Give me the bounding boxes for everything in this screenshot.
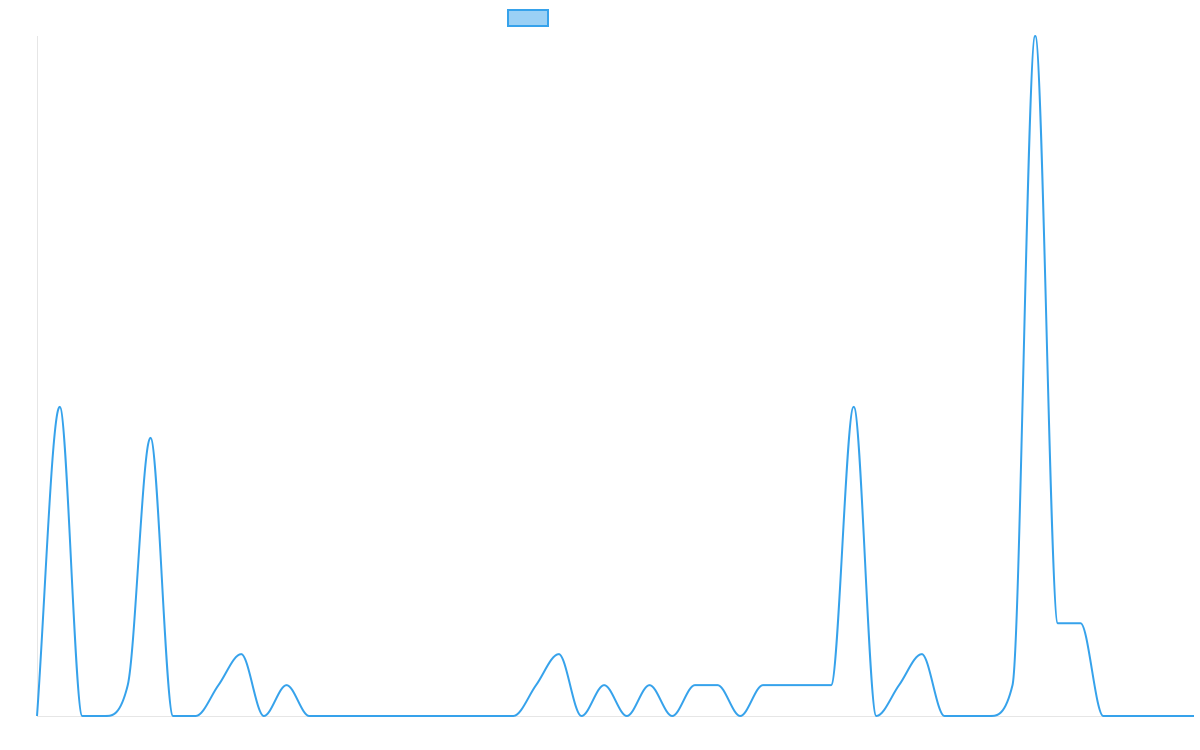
chart-axes <box>37 36 1194 717</box>
data-point-20[interactable] <box>488 713 494 719</box>
data-point-27[interactable] <box>647 682 653 688</box>
data-point-7[interactable] <box>193 713 199 719</box>
data-point-35[interactable] <box>828 682 834 688</box>
data-point-5[interactable] <box>147 435 153 441</box>
data-point-2[interactable] <box>79 713 85 719</box>
data-point-33[interactable] <box>783 682 789 688</box>
data-point-6[interactable] <box>170 713 176 719</box>
data-point-10[interactable] <box>261 713 267 719</box>
data-point-34[interactable] <box>805 682 811 688</box>
data-point-19[interactable] <box>465 713 471 719</box>
data-point-32[interactable] <box>760 682 766 688</box>
legend-swatch[interactable] <box>507 9 549 27</box>
series-line-0 <box>36 35 1194 717</box>
data-point-21[interactable] <box>510 713 516 719</box>
data-point-45[interactable] <box>1055 620 1061 626</box>
data-point-25[interactable] <box>601 682 607 688</box>
data-point-48[interactable] <box>1123 713 1129 719</box>
data-point-44[interactable] <box>1032 33 1038 39</box>
data-point-31[interactable] <box>737 713 743 719</box>
data-point-38[interactable] <box>896 682 902 688</box>
data-point-13[interactable] <box>329 713 335 719</box>
data-point-22[interactable] <box>533 682 539 688</box>
data-point-0[interactable] <box>34 713 40 719</box>
data-point-36[interactable] <box>851 404 857 410</box>
data-point-46[interactable] <box>1078 620 1084 626</box>
data-point-41[interactable] <box>964 713 970 719</box>
data-point-8[interactable] <box>215 682 221 688</box>
data-point-23[interactable] <box>556 651 562 657</box>
data-point-42[interactable] <box>987 713 993 719</box>
data-point-43[interactable] <box>1010 682 1016 688</box>
data-point-39[interactable] <box>919 651 925 657</box>
data-point-16[interactable] <box>397 713 403 719</box>
data-point-30[interactable] <box>715 682 721 688</box>
data-point-24[interactable] <box>578 713 584 719</box>
data-point-49[interactable] <box>1146 713 1152 719</box>
data-point-17[interactable] <box>420 713 426 719</box>
data-point-26[interactable] <box>624 713 630 719</box>
data-point-28[interactable] <box>669 713 675 719</box>
data-point-18[interactable] <box>442 713 448 719</box>
data-point-37[interactable] <box>873 713 879 719</box>
data-point-47[interactable] <box>1100 713 1106 719</box>
data-point-15[interactable] <box>374 713 380 719</box>
data-point-12[interactable] <box>306 713 312 719</box>
data-point-3[interactable] <box>102 713 108 719</box>
data-point-1[interactable] <box>57 404 63 410</box>
data-point-4[interactable] <box>125 682 131 688</box>
data-point-40[interactable] <box>941 713 947 719</box>
data-point-11[interactable] <box>284 682 290 688</box>
data-point-51[interactable] <box>1191 713 1197 719</box>
data-point-14[interactable] <box>352 713 358 719</box>
series-layer <box>34 33 1197 719</box>
data-point-50[interactable] <box>1168 713 1174 719</box>
chart-legend[interactable] <box>507 9 549 27</box>
data-point-9[interactable] <box>238 651 244 657</box>
data-point-29[interactable] <box>692 682 698 688</box>
